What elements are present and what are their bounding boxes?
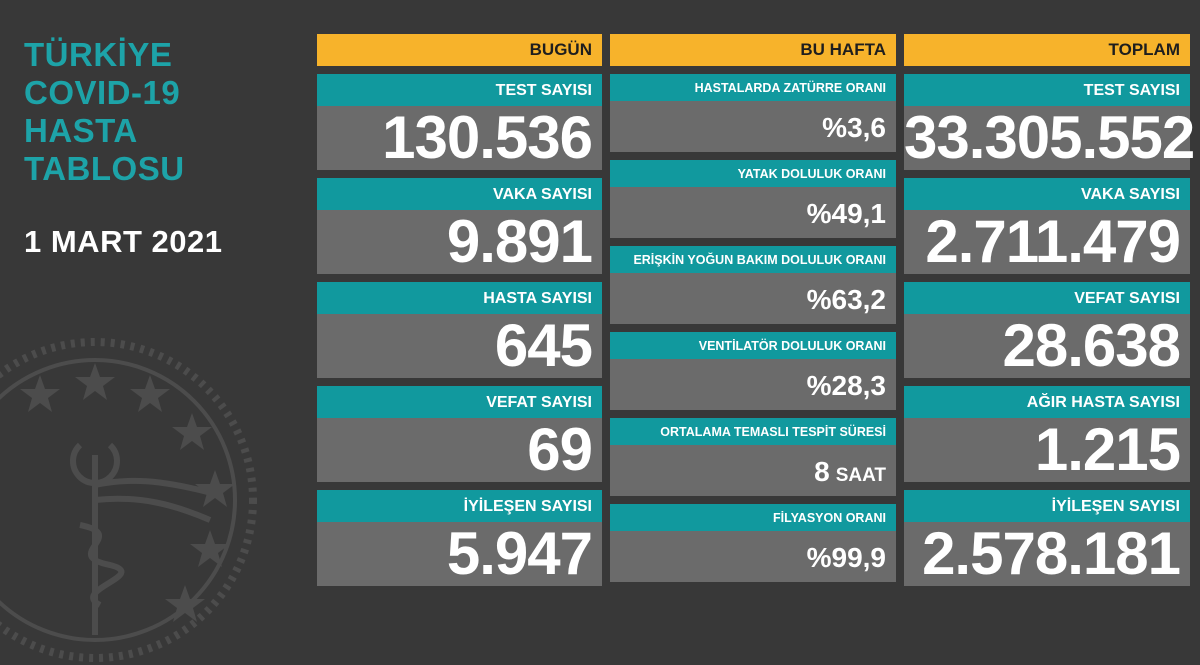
week-header: BU HAFTA	[610, 34, 896, 66]
title-line: COVID-19	[24, 74, 181, 111]
stat-label: HASTALARDA ZATÜRRE ORANI	[610, 74, 896, 101]
stat-value: 69	[317, 418, 602, 482]
stat-value: 645	[317, 314, 602, 378]
total-stat-card: VEFAT SAYISI 28.638	[904, 282, 1190, 378]
stat-value: 33.305.552	[904, 104, 1195, 171]
today-stat-card: İYİLEŞEN SAYISI 5.947	[317, 490, 602, 586]
week-stat-card: ERİŞKİN YOĞUN BAKIM DOLULUK ORANI %63,2	[610, 246, 896, 324]
stat-unit: SAAT	[835, 465, 886, 486]
total-stat-card: İYİLEŞEN SAYISI 2.578.181	[904, 490, 1190, 586]
title-line: TÜRKİYE	[24, 36, 173, 73]
stat-label: VENTİLATÖR DOLULUK ORANI	[610, 332, 896, 359]
stat-label: ERİŞKİN YOĞUN BAKIM DOLULUK ORANI	[610, 246, 896, 273]
stat-label: AĞIR HASTA SAYISI	[904, 386, 1190, 418]
stat-value: %3,6	[610, 101, 896, 152]
stat-value: 9.891	[317, 210, 602, 274]
title-line: HASTA	[24, 112, 138, 149]
ministry-of-health-emblem-icon	[0, 338, 257, 662]
stat-label: YATAK DOLULUK ORANI	[610, 160, 896, 187]
total-column: TOPLAM TEST SAYISI 33.305.552 VAKA SAYIS…	[904, 34, 1195, 594]
stat-label: FİLYASYON ORANI	[610, 504, 896, 531]
stat-value: %28,3	[610, 359, 896, 410]
stat-label: ORTALAMA TEMASLI TESPİT SÜRESİ	[610, 418, 896, 445]
stat-label: HASTA SAYISI	[317, 282, 602, 314]
title-line: TABLOSU	[24, 150, 185, 187]
stat-label: TEST SAYISI	[904, 74, 1190, 106]
stat-value-with-unit: 8 SAAT	[610, 445, 896, 496]
stat-value: 28.638	[904, 314, 1190, 378]
week-stat-card: FİLYASYON ORANI %99,9	[610, 504, 896, 582]
week-stat-card: ORTALAMA TEMASLI TESPİT SÜRESİ 8 SAAT	[610, 418, 896, 496]
stat-value: 2.711.479	[904, 210, 1190, 274]
total-header: TOPLAM	[904, 34, 1190, 66]
today-stat-card: VAKA SAYISI 9.891	[317, 178, 602, 274]
today-stat-card: TEST SAYISI 130.536	[317, 74, 602, 170]
stat-value: %63,2	[610, 273, 896, 324]
today-header: BUGÜN	[317, 34, 602, 66]
stat-value: 5.947	[317, 522, 602, 586]
week-column: BU HAFTA HASTALARDA ZATÜRRE ORANI %3,6 Y…	[610, 34, 896, 590]
total-stat-card: VAKA SAYISI 2.711.479	[904, 178, 1190, 274]
stat-value: 8	[814, 456, 830, 487]
stat-label: VEFAT SAYISI	[904, 282, 1190, 314]
stat-label: VAKA SAYISI	[904, 178, 1190, 210]
week-stat-card: HASTALARDA ZATÜRRE ORANI %3,6	[610, 74, 896, 152]
stat-value: 130.536	[317, 106, 602, 170]
stat-label: TEST SAYISI	[317, 74, 602, 106]
stat-label: VAKA SAYISI	[317, 178, 602, 210]
today-column: BUGÜN TEST SAYISI 130.536 VAKA SAYISI 9.…	[317, 34, 602, 594]
week-stat-card: YATAK DOLULUK ORANI %49,1	[610, 160, 896, 238]
stat-value: %49,1	[610, 187, 896, 238]
report-date: 1 MART 2021	[24, 224, 223, 259]
stat-label: VEFAT SAYISI	[317, 386, 602, 418]
total-stat-card: TEST SAYISI 33.305.552	[904, 74, 1195, 171]
total-stat-card: AĞIR HASTA SAYISI 1.215	[904, 386, 1190, 482]
page-title: TÜRKİYE COVID-19 HASTA TABLOSU	[24, 36, 185, 188]
stat-label: İYİLEŞEN SAYISI	[904, 490, 1190, 522]
stat-label: İYİLEŞEN SAYISI	[317, 490, 602, 522]
week-stat-card: VENTİLATÖR DOLULUK ORANI %28,3	[610, 332, 896, 410]
stat-value: %99,9	[610, 531, 896, 582]
today-stat-card: VEFAT SAYISI 69	[317, 386, 602, 482]
stat-value: 2.578.181	[904, 522, 1190, 586]
stat-value: 1.215	[904, 418, 1190, 482]
today-stat-card: HASTA SAYISI 645	[317, 282, 602, 378]
